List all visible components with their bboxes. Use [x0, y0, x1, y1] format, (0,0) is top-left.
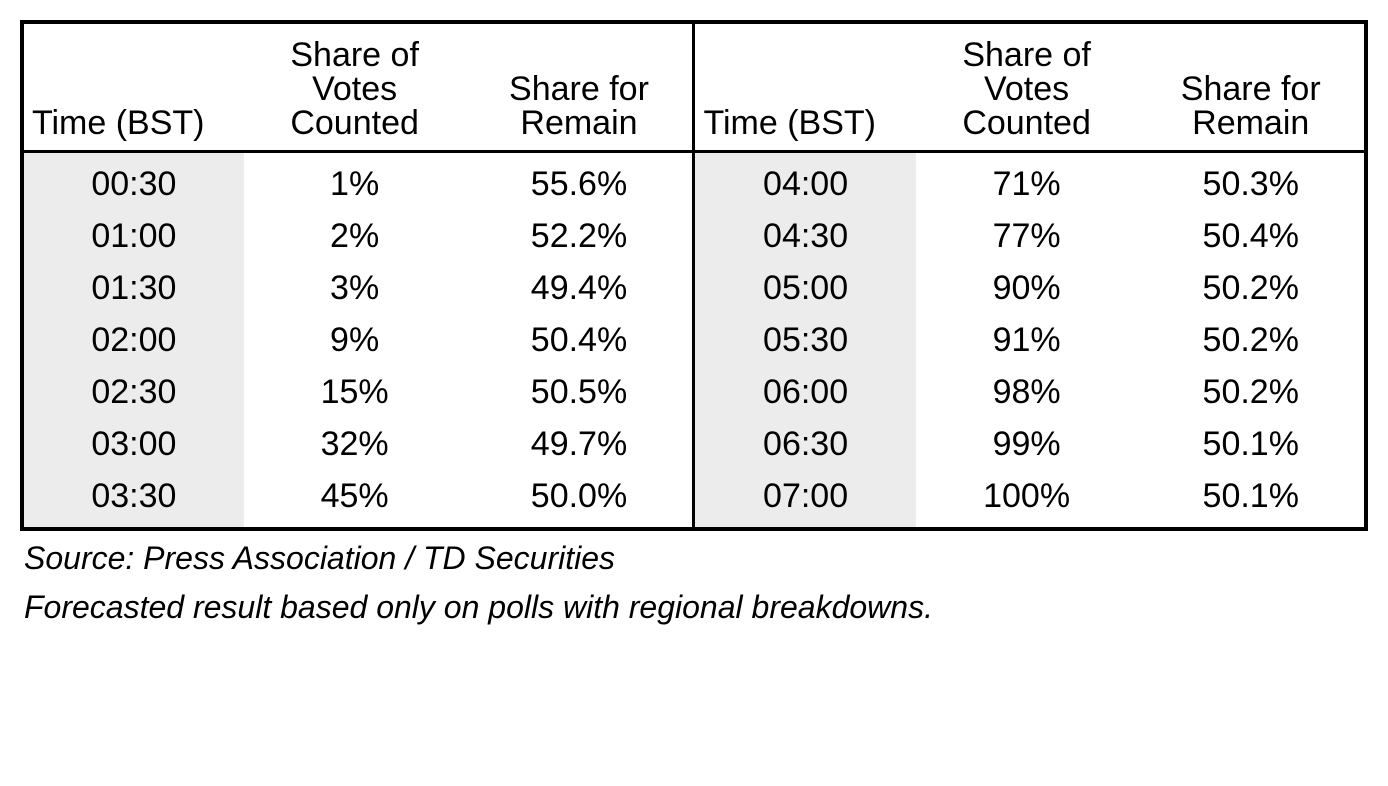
cell-time: 05:30	[694, 314, 916, 366]
cell-time: 01:00	[22, 210, 244, 262]
cell-votes: 9%	[244, 314, 466, 366]
cell-time: 06:00	[694, 366, 916, 418]
cell-remain: 49.4%	[466, 262, 694, 314]
col-header-remain-left: Share forRemain	[466, 22, 694, 152]
footnote-source: Source: Press Association / TD Securitie…	[20, 531, 1368, 580]
cell-remain: 50.1%	[1137, 470, 1366, 529]
cell-remain: 50.0%	[466, 470, 694, 529]
cell-votes: 15%	[244, 366, 466, 418]
table-row: 02:3015%50.5%06:0098%50.2%	[22, 366, 1366, 418]
cell-time: 06:30	[694, 418, 916, 470]
cell-time: 07:00	[694, 470, 916, 529]
cell-time: 04:30	[694, 210, 916, 262]
cell-votes: 90%	[916, 262, 1138, 314]
cell-votes: 1%	[244, 152, 466, 211]
cell-remain: 50.5%	[466, 366, 694, 418]
cell-votes: 91%	[916, 314, 1138, 366]
cell-remain: 50.2%	[1137, 262, 1366, 314]
cell-remain: 50.4%	[466, 314, 694, 366]
col-header-remain-right: Share forRemain	[1137, 22, 1366, 152]
cell-votes: 3%	[244, 262, 466, 314]
cell-time: 03:30	[22, 470, 244, 529]
table-header-row: Time (BST) Share ofVotesCounted Share fo…	[22, 22, 1366, 152]
cell-votes: 32%	[244, 418, 466, 470]
table-row: 00:301%55.6%04:0071%50.3%	[22, 152, 1366, 211]
cell-time: 01:30	[22, 262, 244, 314]
col-header-votes-right: Share ofVotesCounted	[916, 22, 1138, 152]
cell-votes: 71%	[916, 152, 1138, 211]
cell-remain: 50.1%	[1137, 418, 1366, 470]
cell-votes: 45%	[244, 470, 466, 529]
col-header-time-left: Time (BST)	[22, 22, 244, 152]
cell-votes: 100%	[916, 470, 1138, 529]
cell-remain: 49.7%	[466, 418, 694, 470]
cell-time: 02:30	[22, 366, 244, 418]
cell-remain: 50.3%	[1137, 152, 1366, 211]
cell-votes: 77%	[916, 210, 1138, 262]
cell-time: 05:00	[694, 262, 916, 314]
vote-share-table: Time (BST) Share ofVotesCounted Share fo…	[20, 20, 1368, 531]
table-row: 03:3045%50.0%07:00100%50.1%	[22, 470, 1366, 529]
cell-remain: 55.6%	[466, 152, 694, 211]
col-header-votes-left: Share ofVotesCounted	[244, 22, 466, 152]
table-container: Time (BST) Share ofVotesCounted Share fo…	[20, 20, 1368, 629]
cell-time: 00:30	[22, 152, 244, 211]
table-row: 03:0032%49.7%06:3099%50.1%	[22, 418, 1366, 470]
table-row: 02:009%50.4%05:3091%50.2%	[22, 314, 1366, 366]
cell-remain: 52.2%	[466, 210, 694, 262]
table-body: 00:301%55.6%04:0071%50.3%01:002%52.2%04:…	[22, 152, 1366, 530]
cell-remain: 50.2%	[1137, 366, 1366, 418]
table-row: 01:303%49.4%05:0090%50.2%	[22, 262, 1366, 314]
footnote-method: Forecasted result based only on polls wi…	[20, 580, 1368, 629]
col-header-time-right: Time (BST)	[694, 22, 916, 152]
cell-time: 02:00	[22, 314, 244, 366]
cell-time: 03:00	[22, 418, 244, 470]
cell-remain: 50.2%	[1137, 314, 1366, 366]
cell-votes: 2%	[244, 210, 466, 262]
cell-votes: 98%	[916, 366, 1138, 418]
cell-remain: 50.4%	[1137, 210, 1366, 262]
table-row: 01:002%52.2%04:3077%50.4%	[22, 210, 1366, 262]
cell-votes: 99%	[916, 418, 1138, 470]
cell-time: 04:00	[694, 152, 916, 211]
